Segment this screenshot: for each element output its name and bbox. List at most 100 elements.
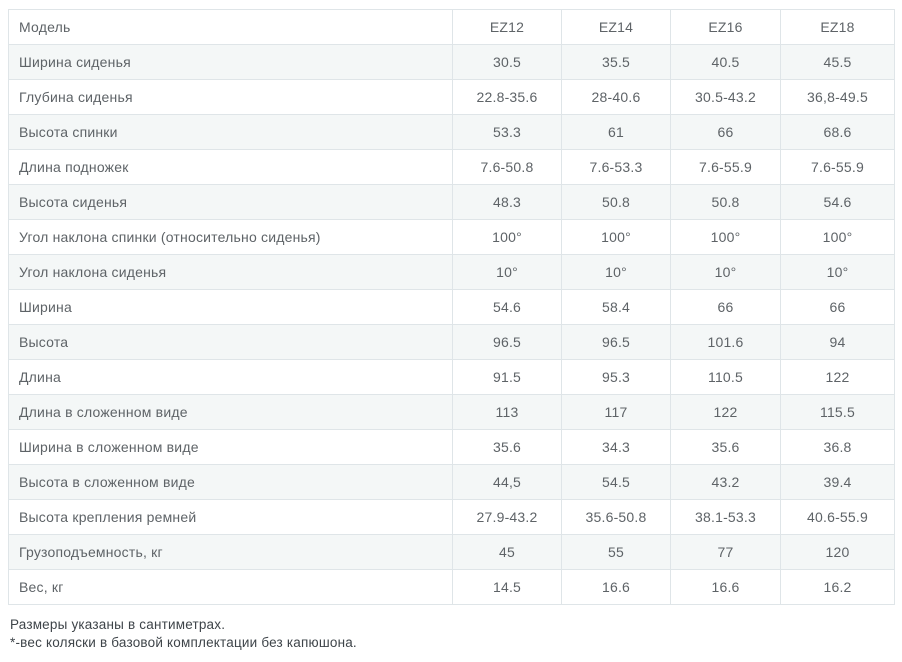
row-value: 120 (780, 534, 895, 570)
table-row: Глубина сиденья 22.8-35.6 28-40.6 30.5-43.2… (8, 79, 895, 115)
spec-table-body: Ширина сиденья 30.5 35.5 40.5 45.5 Глубина си… (8, 44, 895, 605)
row-value: 66 (670, 289, 781, 325)
row-label: Ширина сиденья (8, 44, 453, 80)
row-value: 95.3 (561, 359, 671, 395)
header-row: Модель EZ12 EZ14 EZ16 EZ18 (8, 9, 895, 45)
row-value: 39.4 (780, 464, 895, 500)
row-value: 100° (670, 219, 781, 255)
row-value: 110.5 (670, 359, 781, 395)
row-value: 50.8 (670, 184, 781, 220)
row-value: 10° (670, 254, 781, 290)
table-row: Грузоподъемность, кг 45 55 77 120 (8, 534, 895, 570)
row-value: 30.5-43.2 (670, 79, 781, 115)
row-value: 35.6-50.8 (561, 499, 671, 535)
row-value: 10° (561, 254, 671, 290)
footnotes: Размеры указаны в сантиметрах. *-вес кол… (10, 616, 894, 652)
table-row: Ширина 54.6 58.4 66 66 (8, 289, 895, 325)
row-label: Вес, кг (8, 569, 453, 605)
row-value: 55 (561, 534, 671, 570)
row-value: 16.6 (561, 569, 671, 605)
row-value: 48.3 (452, 184, 562, 220)
row-value: 94 (780, 324, 895, 360)
table-row: Высота крепления ремней 27.9-43.2 35.6-50.… (8, 499, 895, 535)
row-value: 100° (452, 219, 562, 255)
row-value: 96.5 (452, 324, 562, 360)
row-value: 53.3 (452, 114, 562, 150)
header-model-ez14: EZ14 (561, 9, 671, 45)
row-value: 35.6 (670, 429, 781, 465)
header-model-ez12: EZ12 (452, 9, 562, 45)
row-label: Высота крепления ремней (8, 499, 453, 535)
table-row: Длина в сложенном виде 113 117 122 115.5 (8, 394, 895, 430)
row-value: 58.4 (561, 289, 671, 325)
row-value: 77 (670, 534, 781, 570)
row-value: 66 (670, 114, 781, 150)
row-label: Ширина в сложенном виде (8, 429, 453, 465)
table-row: Длина подножек 7.6-50.8 7.6-53.3 7.6-55.9 7.… (8, 149, 895, 185)
row-value: 122 (670, 394, 781, 430)
row-value: 40.5 (670, 44, 781, 80)
footnote-weight: *-вес коляски в базовой комплектации без… (10, 635, 357, 651)
row-value: 7.6-50.8 (452, 149, 562, 185)
table-row: Высота 96.5 96.5 101.6 94 (8, 324, 895, 360)
row-label: Грузоподъемность, кг (8, 534, 453, 570)
row-value: 7.6-53.3 (561, 149, 671, 185)
row-value: 96.5 (561, 324, 671, 360)
table-row: Высота спинки 53.3 61 66 68.6 (8, 114, 895, 150)
row-value: 27.9-43.2 (452, 499, 562, 535)
row-value: 54.6 (780, 184, 895, 220)
row-value: 16.6 (670, 569, 781, 605)
row-value: 10° (780, 254, 895, 290)
row-value: 35.5 (561, 44, 671, 80)
row-label: Высота сиденья (8, 184, 453, 220)
row-label: Длина (8, 359, 453, 395)
row-value: 45 (452, 534, 562, 570)
row-value: 22.8-35.6 (452, 79, 562, 115)
table-row: Ширина в сложенном виде 35.6 34.3 35.6 36.8 (8, 429, 895, 465)
row-label: Угол наклона сиденья (8, 254, 453, 290)
table-row: Высота сиденья 48.3 50.8 50.8 54.6 (8, 184, 895, 220)
row-label: Ширина (8, 289, 453, 325)
row-value: 16.2 (780, 569, 895, 605)
row-value: 115.5 (780, 394, 895, 430)
row-value: 54.6 (452, 289, 562, 325)
row-value: 30.5 (452, 44, 562, 80)
spec-table-header: Модель EZ12 EZ14 EZ16 EZ18 (8, 9, 895, 45)
row-label: Длина подножек (8, 149, 453, 185)
row-value: 7.6-55.9 (670, 149, 781, 185)
row-value: 68.6 (780, 114, 895, 150)
row-value: 50.8 (561, 184, 671, 220)
row-value: 122 (780, 359, 895, 395)
row-value: 66 (780, 289, 895, 325)
row-value: 36,8-49.5 (780, 79, 895, 115)
header-model-ez16: EZ16 (670, 9, 781, 45)
table-row: Угол наклона спинки (относительно сидень… (8, 219, 895, 255)
row-label: Угол наклона спинки (относительно сидень… (8, 219, 453, 255)
row-label: Высота в сложенном виде (8, 464, 453, 500)
row-value: 34.3 (561, 429, 671, 465)
row-value: 38.1-53.3 (670, 499, 781, 535)
row-value: 36.8 (780, 429, 895, 465)
table-row: Угол наклона сиденья 10° 10° 10° 10° (8, 254, 895, 290)
row-value: 10° (452, 254, 562, 290)
spec-table: Модель EZ12 EZ14 EZ16 EZ18 Ширина сидень… (8, 9, 895, 605)
row-value: 35.6 (452, 429, 562, 465)
header-model-label: Модель (8, 9, 453, 45)
row-value: 43.2 (670, 464, 781, 500)
row-value: 101.6 (670, 324, 781, 360)
row-value: 14.5 (452, 569, 562, 605)
row-value: 113 (452, 394, 562, 430)
row-value: 45.5 (780, 44, 895, 80)
row-value: 7.6-55.9 (780, 149, 895, 185)
row-value: 28-40.6 (561, 79, 671, 115)
row-value: 91.5 (452, 359, 562, 395)
row-value: 40.6-55.9 (780, 499, 895, 535)
footnote-units: Размеры указаны в сантиметрах. (10, 617, 226, 632)
row-value: 44,5 (452, 464, 562, 500)
row-value: 61 (561, 114, 671, 150)
header-model-ez18: EZ18 (780, 9, 895, 45)
table-row: Длина 91.5 95.3 110.5 122 (8, 359, 895, 395)
row-value: 54.5 (561, 464, 671, 500)
row-value: 117 (561, 394, 671, 430)
